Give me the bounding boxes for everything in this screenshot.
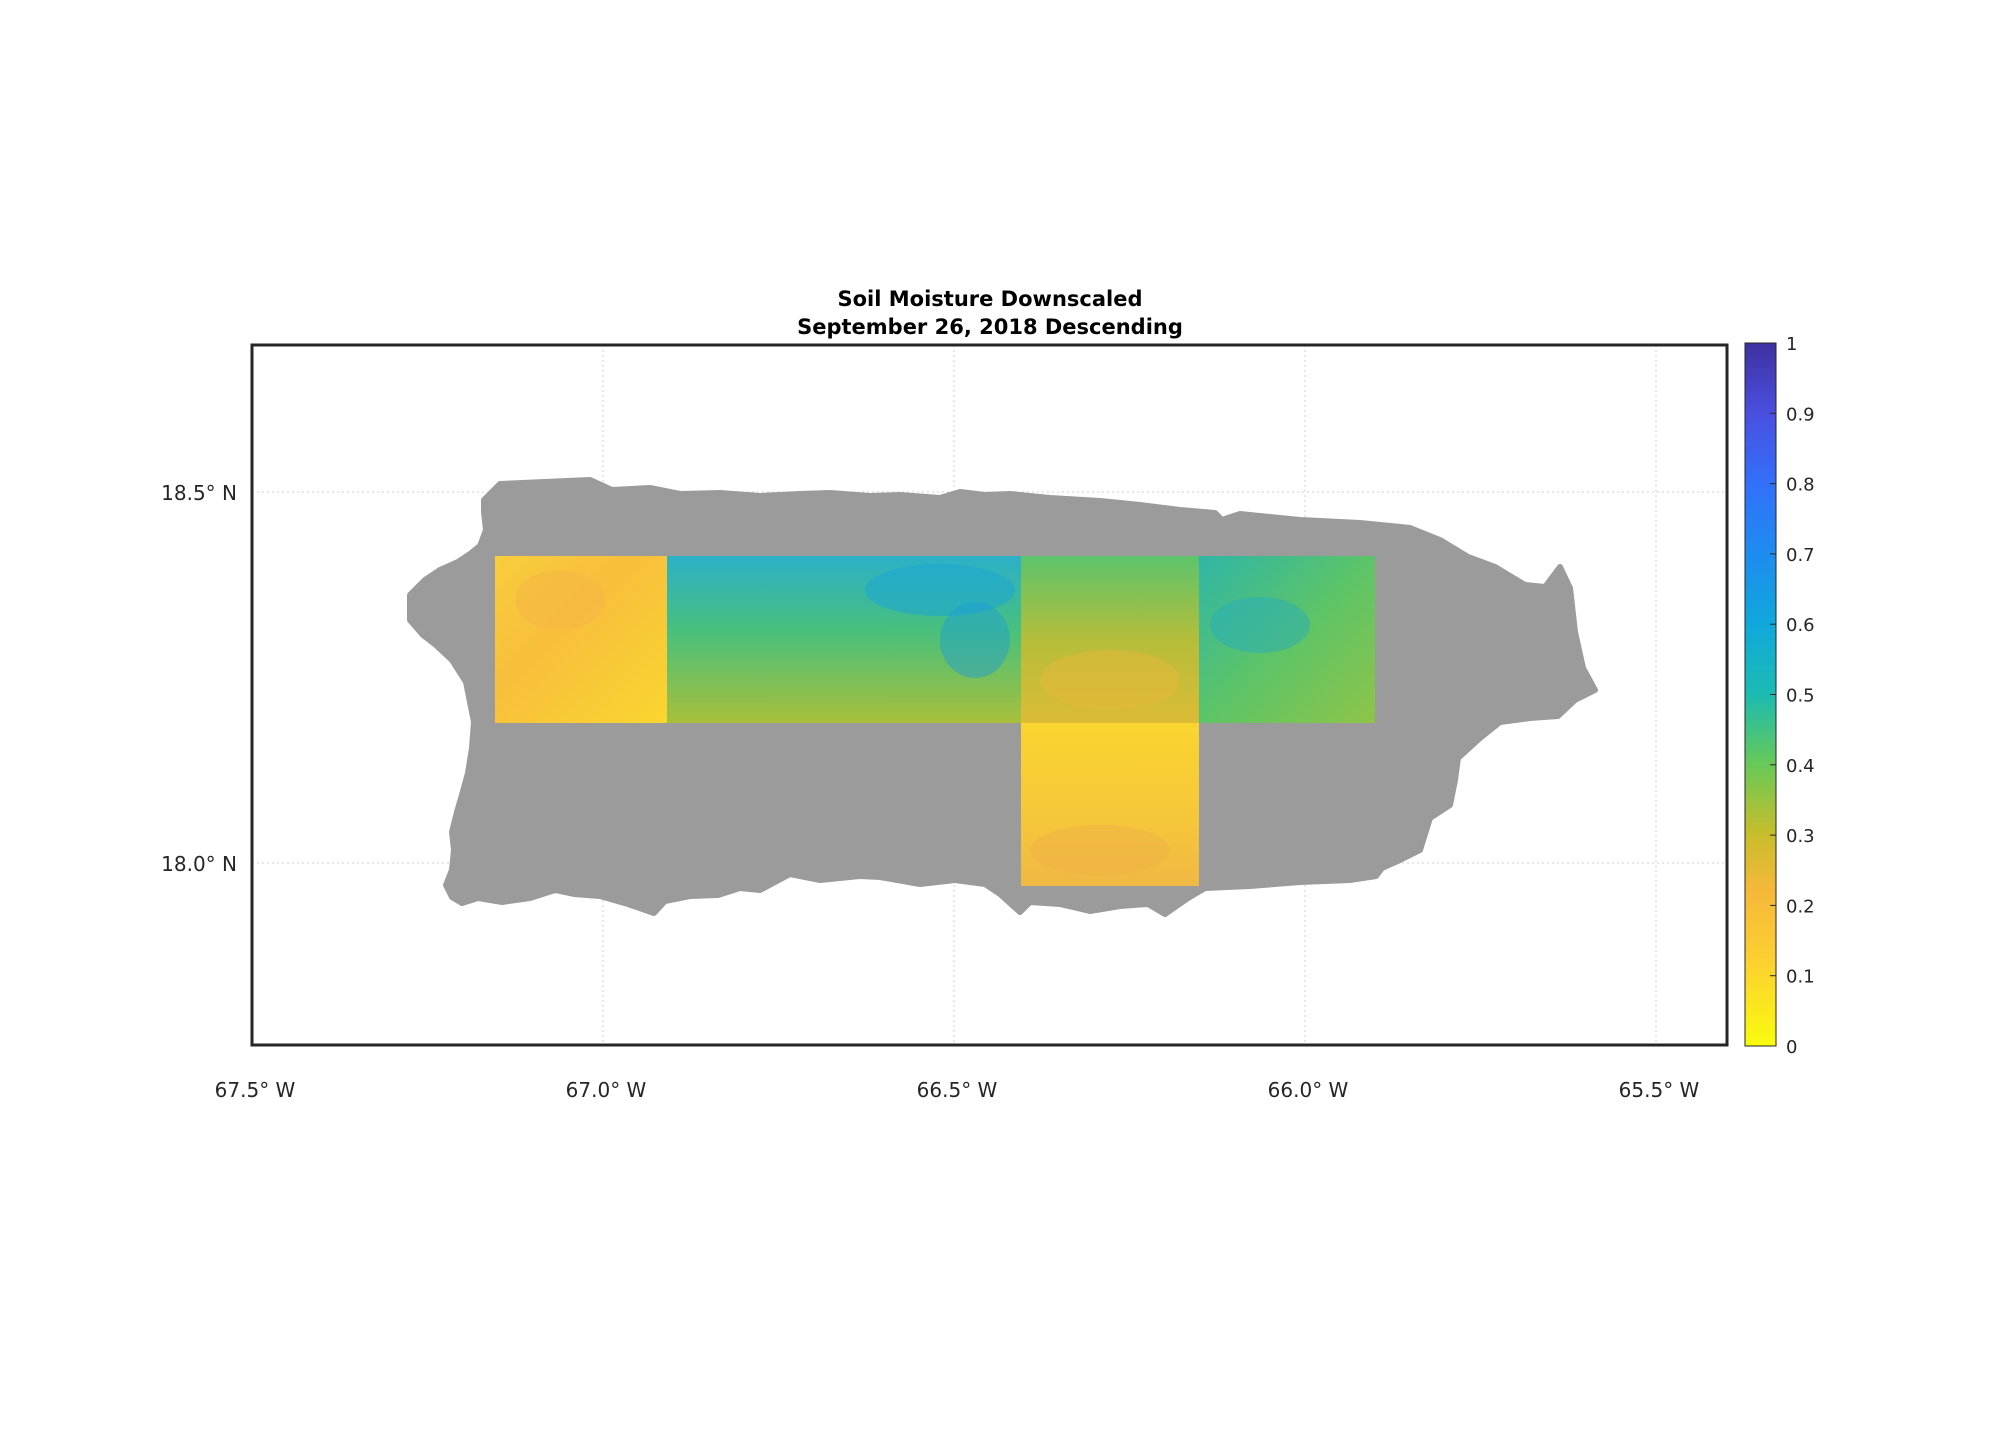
colorbar-tick-label: 0.3 bbox=[1786, 826, 1815, 847]
colorbar-tick-label: 0 bbox=[1786, 1037, 1797, 1058]
colorbar-tick-label: 0.9 bbox=[1786, 404, 1815, 425]
chart-title-line2: September 26, 2018 Descending bbox=[797, 315, 1183, 339]
lat-tick-label: 18.5° N bbox=[161, 481, 237, 505]
colorbar-tick-label: 0.4 bbox=[1786, 756, 1815, 777]
lon-tick-label: 67.0° W bbox=[566, 1078, 647, 1102]
lon-tick-label: 66.5° W bbox=[917, 1078, 998, 1102]
sm-patch-wet-north bbox=[865, 564, 1015, 616]
sm-patch-wet-channel bbox=[940, 602, 1010, 678]
lat-tick-labels: 18.5° N 18.0° N bbox=[161, 481, 237, 876]
sm-patch-dry-mid bbox=[1040, 650, 1180, 710]
map-frame bbox=[250, 343, 1729, 1047]
chart-title-line1: Soil Moisture Downscaled bbox=[838, 287, 1143, 311]
lon-tick-labels: 67.5° W 67.0° W 66.5° W 66.0° W 65.5° W bbox=[215, 1078, 1700, 1102]
sm-patch-dry-south bbox=[1030, 825, 1170, 875]
colorbar-tick-label: 0.2 bbox=[1786, 896, 1815, 917]
colorbar-tick-label: 0.6 bbox=[1786, 615, 1815, 636]
sm-tile-west bbox=[495, 556, 667, 723]
colorbar-tick-label: 0.5 bbox=[1786, 686, 1815, 707]
colorbar-ticks bbox=[1770, 342, 1776, 1047]
lon-tick-label: 66.0° W bbox=[1268, 1078, 1349, 1102]
colorbar-tick-label: 0.8 bbox=[1786, 475, 1815, 496]
colorbar-tick-labels: 0 0.1 0.2 0.3 0.4 0.5 0.6 0.7 0.8 0.9 1 bbox=[1786, 334, 1815, 1058]
lon-tick-label: 67.5° W bbox=[215, 1078, 296, 1102]
soil-moisture-tiles bbox=[495, 556, 1375, 886]
colorbar-tick-label: 0.7 bbox=[1786, 545, 1815, 566]
colorbar-tick-label: 0.1 bbox=[1786, 967, 1815, 988]
sm-patch-wet-east bbox=[1210, 597, 1310, 653]
sm-patch-dry-west bbox=[515, 570, 605, 630]
colorbar-tick-label: 1 bbox=[1786, 334, 1797, 355]
sm-tile-east bbox=[1199, 556, 1375, 723]
lon-tick-label: 65.5° W bbox=[1619, 1078, 1700, 1102]
lat-tick-label: 18.0° N bbox=[161, 852, 237, 876]
